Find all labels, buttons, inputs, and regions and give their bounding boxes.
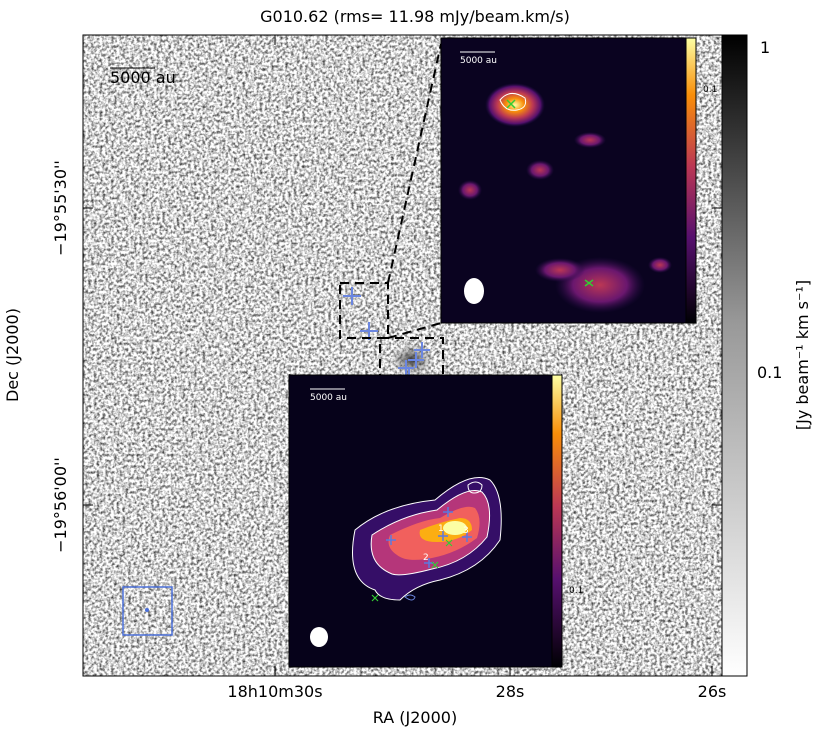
scalebar-label: 5000 au	[460, 56, 497, 66]
inset-bottom	[288, 374, 563, 668]
beam	[145, 608, 149, 612]
x-tick-label: 26s	[698, 682, 727, 701]
y-tick-label: −19°55'30''	[51, 160, 70, 256]
colorbar-label: [Jy beam⁻¹ km s⁻¹]	[793, 280, 812, 430]
x-axis-label: RA (J2000)	[373, 708, 457, 727]
source-label: 2	[423, 553, 429, 563]
x-tick-label: 18h10m30s	[227, 682, 322, 701]
colorbar-tick-label: 0.1	[569, 586, 583, 596]
title: G010.62 (rms= 11.98 mJy/beam.km/s)	[260, 7, 570, 26]
colorbar-tick-label: 0.1	[703, 85, 717, 95]
colorbar	[721, 34, 748, 677]
colorbar-tick-label: 0.1	[757, 363, 782, 382]
zoom-boxes	[288, 43, 563, 396]
source-label: 1	[438, 524, 444, 534]
source-label: 3	[463, 526, 469, 536]
inset-top	[440, 37, 697, 324]
x-tick-label: 28s	[496, 682, 525, 701]
y-axis-label: Dec (J2000)	[3, 308, 22, 402]
scalebar-label: 5000 au	[310, 393, 347, 403]
colorbar-tick-label: 1	[760, 38, 770, 57]
beam-box	[122, 586, 173, 636]
y-tick-label: −19°56'00''	[51, 457, 70, 553]
scalebar-label: 5000 au	[110, 68, 176, 87]
